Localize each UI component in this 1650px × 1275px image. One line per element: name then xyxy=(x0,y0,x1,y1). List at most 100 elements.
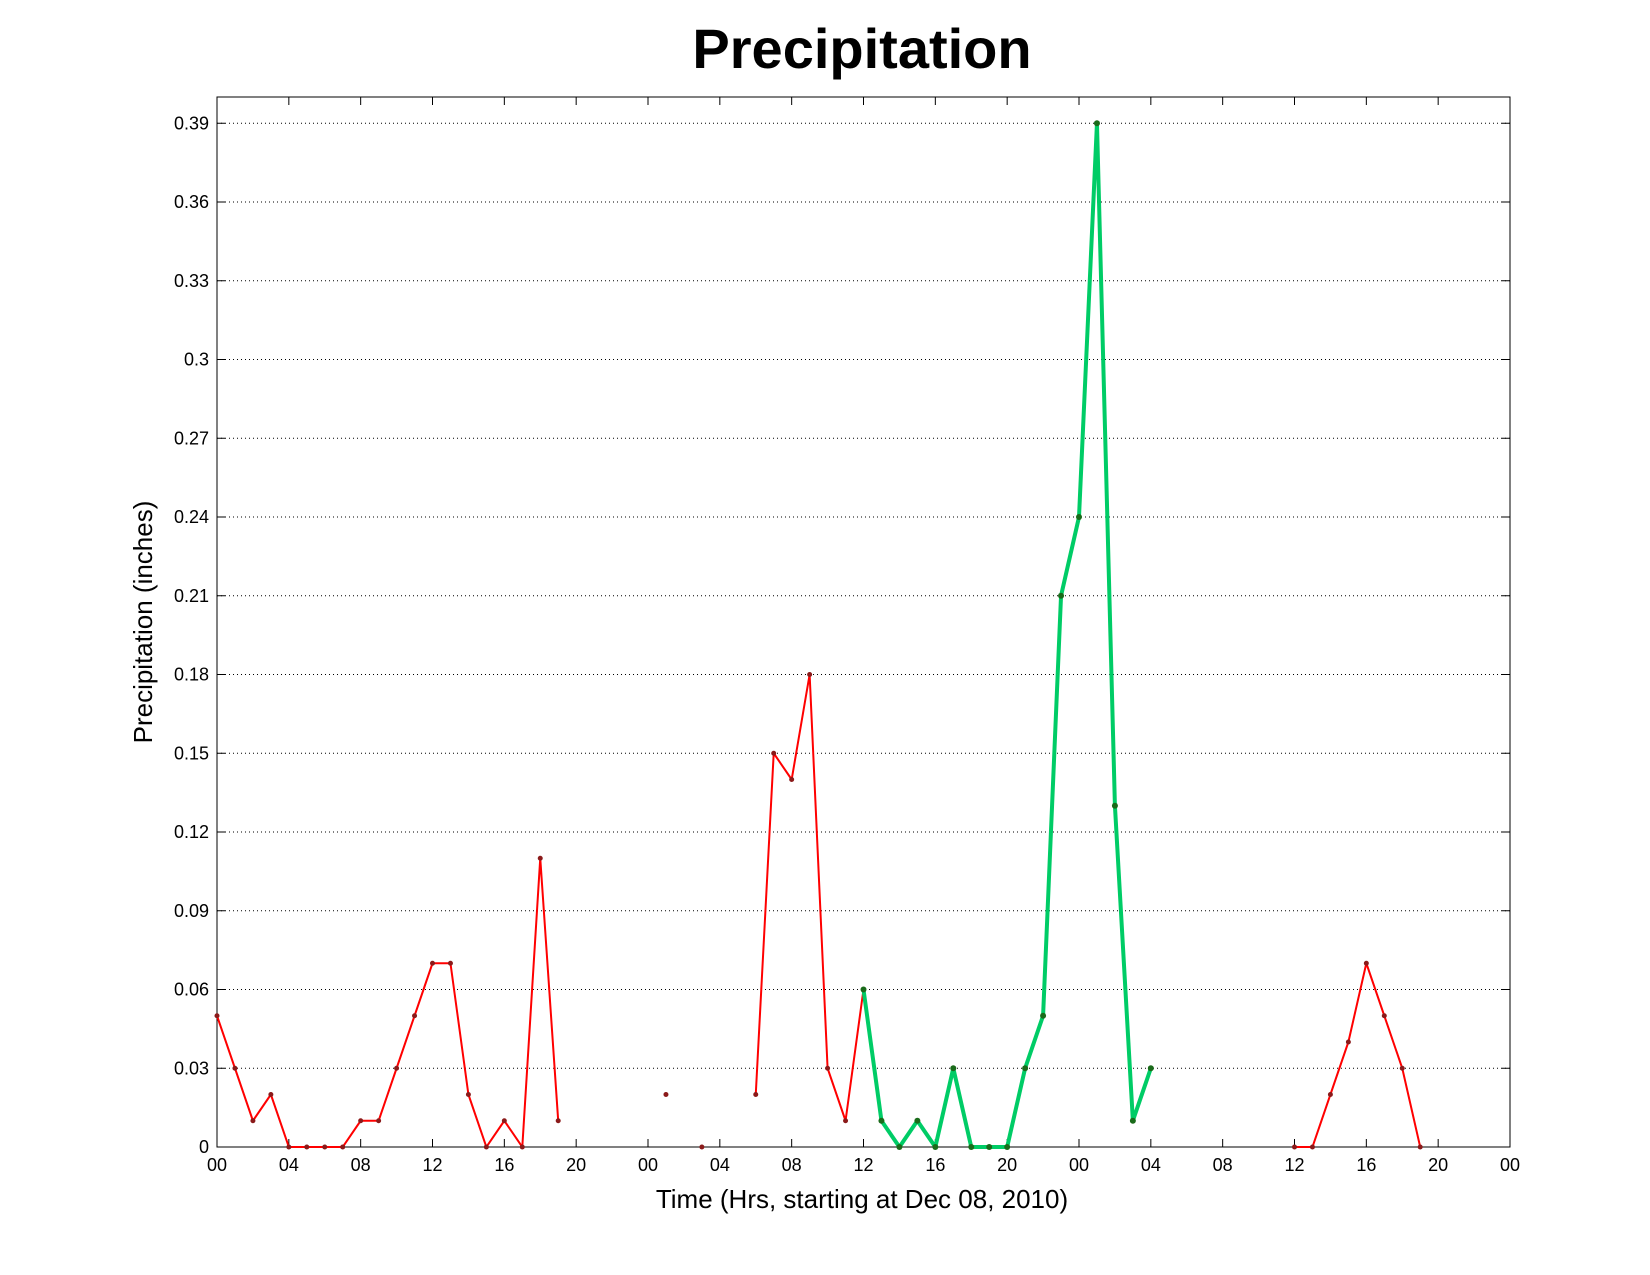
data-point xyxy=(394,1065,400,1071)
data-point xyxy=(843,1118,849,1124)
x-tick-label: 00 xyxy=(638,1155,658,1175)
x-tick-label: 20 xyxy=(566,1155,586,1175)
data-point xyxy=(699,1144,705,1150)
data-point xyxy=(1058,592,1065,599)
data-point xyxy=(519,1144,525,1150)
x-tick-label: 08 xyxy=(782,1155,802,1175)
data-point xyxy=(1417,1144,1423,1150)
y-tick-label: 0.3 xyxy=(184,350,209,370)
data-point xyxy=(376,1118,382,1124)
data-point xyxy=(663,1092,669,1097)
x-tick-label: 16 xyxy=(1356,1155,1376,1175)
x-tick-label: 12 xyxy=(1284,1155,1304,1175)
x-tick-label: 20 xyxy=(997,1155,1017,1175)
data-point xyxy=(932,1144,939,1150)
x-tick-label: 04 xyxy=(279,1155,299,1175)
y-tick-label: 0.21 xyxy=(174,586,209,606)
data-point xyxy=(250,1118,256,1124)
x-tick-label: 08 xyxy=(351,1155,371,1175)
data-point xyxy=(914,1117,921,1124)
data-point xyxy=(771,750,777,756)
data-point xyxy=(1129,1117,1136,1124)
data-point xyxy=(807,672,813,677)
axis-ticks xyxy=(216,97,1511,1148)
y-tick-label: 0.39 xyxy=(174,113,209,133)
series-line-1 xyxy=(861,121,1153,1149)
data-point xyxy=(1292,1144,1297,1150)
x-tick-label: 16 xyxy=(925,1155,945,1175)
series-line-0 xyxy=(216,857,560,1148)
data-point xyxy=(1040,1012,1047,1019)
data-point xyxy=(986,1144,993,1150)
data-point xyxy=(483,1144,489,1150)
data-point xyxy=(1309,1144,1315,1150)
y-axis-label: Precipitation (inches) xyxy=(128,501,158,744)
y-tick-label: 0.03 xyxy=(174,1058,209,1078)
y-tick-label: 0.15 xyxy=(174,743,209,763)
series-lines xyxy=(216,121,1422,1149)
data-point xyxy=(1093,120,1100,127)
data-point xyxy=(1147,1065,1154,1072)
y-tick-label: 0.24 xyxy=(174,507,209,527)
series-line-2 xyxy=(1294,962,1422,1148)
data-point xyxy=(537,855,543,861)
data-point xyxy=(878,1117,885,1124)
y-tick-label: 0.33 xyxy=(174,271,209,291)
data-point xyxy=(1111,802,1118,809)
data-point xyxy=(304,1144,310,1150)
data-point xyxy=(430,960,435,966)
y-tick-label: 0 xyxy=(199,1137,209,1157)
data-point xyxy=(555,1118,561,1124)
data-point xyxy=(412,1013,418,1019)
data-point xyxy=(753,1092,759,1097)
x-tick-label: 00 xyxy=(1500,1155,1520,1175)
data-point xyxy=(501,1118,507,1124)
data-point xyxy=(789,777,795,782)
x-tick-label: 04 xyxy=(710,1155,730,1175)
data-point xyxy=(1399,1065,1405,1071)
data-point xyxy=(825,1065,831,1071)
y-tick-label: 0.36 xyxy=(174,192,209,212)
data-point xyxy=(860,986,867,993)
data-point xyxy=(1327,1092,1333,1097)
data-point xyxy=(447,960,453,966)
data-point xyxy=(1345,1039,1351,1045)
data-point xyxy=(322,1144,328,1150)
y-tick-label: 0.12 xyxy=(174,822,209,842)
y-tick-label: 0.09 xyxy=(174,901,209,921)
data-point xyxy=(358,1118,364,1124)
data-point xyxy=(1022,1065,1029,1072)
series-line-0 xyxy=(754,673,865,1122)
x-tick-label: 04 xyxy=(1141,1155,1161,1175)
x-tick-label: 16 xyxy=(494,1155,514,1175)
x-tick-labels: 00 04 08 12 16 20 00 04 08 12 16 20 00 04 08 12 16 20 00 xyxy=(207,1155,1520,1175)
series-markers xyxy=(214,120,1423,1150)
data-point xyxy=(286,1144,292,1150)
data-point xyxy=(340,1144,346,1150)
y-tick-labels: 0 0.03 0.06 0.09 0.12 0.15 0.18 0.21 0.24 0.27 0.3… xyxy=(174,113,209,1157)
x-tick-label: 20 xyxy=(1428,1155,1448,1175)
x-tick-label: 08 xyxy=(1213,1155,1233,1175)
x-tick-label: 00 xyxy=(207,1155,227,1175)
x-tick-label: 00 xyxy=(1069,1155,1089,1175)
data-point xyxy=(896,1144,903,1150)
data-point xyxy=(214,1013,220,1019)
y-tick-label: 0.18 xyxy=(174,665,209,685)
x-axis-label: Time (Hrs, starting at Dec 08, 2010) xyxy=(656,1184,1068,1214)
data-point xyxy=(232,1065,238,1071)
data-point xyxy=(950,1065,957,1072)
x-tick-label: 12 xyxy=(422,1155,442,1175)
chart-title: Precipitation xyxy=(692,17,1031,80)
y-gridlines xyxy=(217,122,1510,1069)
data-point xyxy=(1076,514,1082,520)
x-tick-label: 12 xyxy=(853,1155,873,1175)
data-point xyxy=(1381,1013,1387,1019)
data-point xyxy=(1004,1144,1011,1150)
data-point xyxy=(268,1092,274,1097)
y-tick-label: 0.27 xyxy=(174,428,209,448)
y-tick-label: 0.06 xyxy=(174,980,209,1000)
data-point xyxy=(465,1092,471,1097)
data-point xyxy=(1363,960,1369,966)
data-point xyxy=(968,1144,975,1150)
